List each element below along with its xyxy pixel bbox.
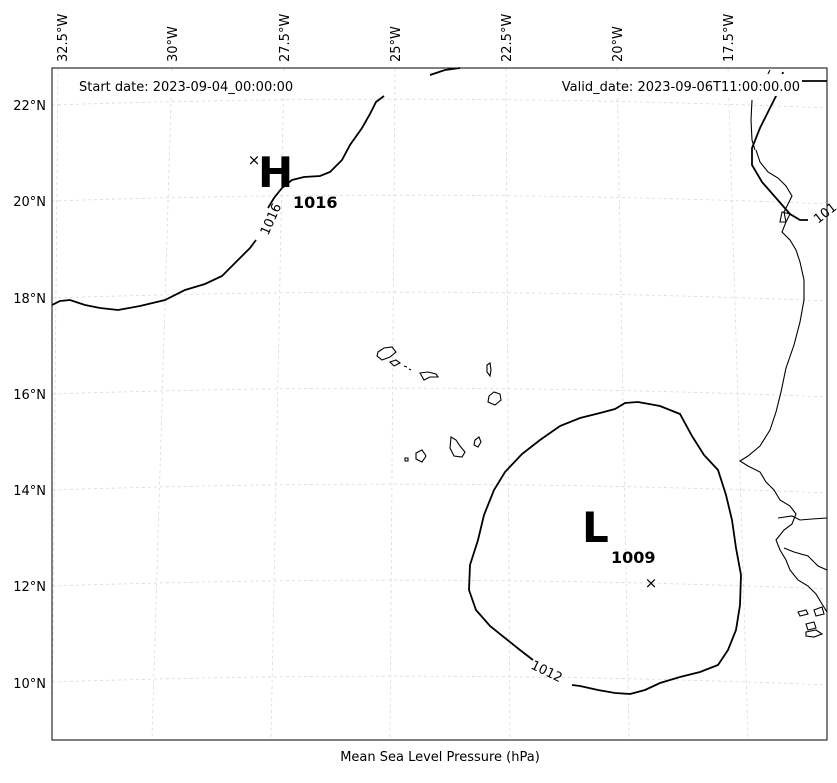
lat-label: 20°N	[13, 195, 46, 210]
gridline-lat-20	[51, 194, 828, 205]
island-santiago	[449, 436, 466, 458]
gridline-lat-18	[51, 291, 828, 302]
gridline-lon-32-5	[51, 67, 59, 741]
island-santa-luzia	[403, 365, 412, 371]
gridline-lat-16	[51, 387, 828, 398]
lon-label: 17.5°W	[722, 14, 737, 62]
low-letter: L	[582, 503, 609, 552]
graticule	[51, 67, 828, 741]
longitude-labels: 32.5°W 30°W 27.5°W 25°W 22.5°W 20°W 17.5…	[56, 14, 737, 62]
map-caption: Mean Sea Level Pressure (hPa)	[340, 750, 540, 765]
island-sao-vicente	[388, 359, 402, 367]
isobar-edge	[751, 71, 808, 221]
latitude-labels: 22°N 20°N 18°N 16°N 14°N 12°N 10°N	[13, 99, 46, 692]
gridline-lat-22	[51, 98, 828, 109]
gridline-lat-14	[51, 483, 828, 494]
low-center-marker: ×	[645, 574, 658, 592]
isobar-1012	[468, 401, 742, 695]
high-letter: H	[258, 148, 293, 197]
lat-label: 18°N	[13, 292, 46, 307]
island-dakar	[779, 211, 791, 223]
lon-label: 32.5°W	[56, 14, 71, 62]
gridline-lon-22-5	[505, 67, 511, 741]
high-center-marker: ×	[248, 151, 261, 169]
island-brava	[404, 457, 409, 462]
gridline-lat-10	[51, 675, 828, 686]
island-fogo	[415, 449, 427, 463]
lon-label: 30°W	[166, 26, 181, 62]
lon-label: 27.5°W	[278, 14, 293, 62]
valid-date-label: Valid_date: 2023-09-06T11:00:00.00	[562, 80, 800, 95]
lon-label: 25°W	[389, 26, 404, 62]
contour-label-edge: 101	[811, 200, 837, 227]
lat-label: 12°N	[13, 580, 46, 595]
island-boa-vista	[487, 391, 502, 406]
island-sao-nicolau	[419, 371, 440, 381]
coast-gambia	[777, 515, 828, 521]
island-bijagos-2	[805, 621, 817, 631]
coast-africa	[738, 69, 828, 613]
contour-label-1012: 1012	[528, 658, 564, 686]
high-value: 1016	[293, 193, 338, 212]
isobars	[51, 67, 827, 695]
island-bijagos-3	[813, 606, 825, 617]
map-frame	[51, 67, 828, 741]
isobar-1016	[51, 67, 461, 311]
island-maio	[473, 436, 482, 448]
island-sal	[486, 362, 492, 378]
gridline-lon-17-5	[727, 67, 749, 741]
lat-label: 14°N	[13, 484, 46, 499]
lon-label: 20°W	[611, 26, 626, 62]
island-santo-antao	[376, 346, 397, 361]
low-value: 1009	[611, 548, 656, 567]
lon-label: 22.5°W	[500, 14, 515, 62]
start-date-label: Start date: 2023-09-04_00:00:00	[79, 80, 293, 95]
gridline-lon-30	[151, 67, 173, 741]
island-bijagos-4	[805, 629, 824, 638]
lat-label: 22°N	[13, 99, 46, 114]
gridline-lat-12	[51, 579, 828, 590]
gridline-lon-27-5	[270, 67, 285, 741]
island-bijagos-1	[797, 609, 809, 617]
coast-bissau	[783, 547, 828, 571]
lat-label: 16°N	[13, 388, 46, 403]
lat-label: 10°N	[13, 677, 46, 692]
gridline-lon-25	[389, 67, 396, 741]
